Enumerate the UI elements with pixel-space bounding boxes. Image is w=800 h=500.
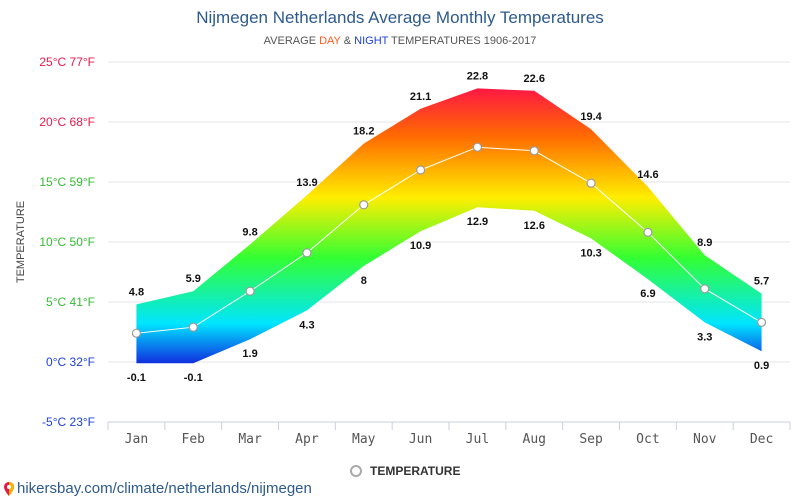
y-tick-label: 0°C 32°F <box>46 355 95 369</box>
map-pin-icon <box>4 481 14 496</box>
night-value-label: 12.9 <box>467 216 488 228</box>
temperature-point <box>586 178 596 188</box>
day-value-label: 5.7 <box>754 276 769 288</box>
x-tick-label: Jun <box>409 432 432 447</box>
footer-text: hikersbay.com/climate/netherlands/nijmeg… <box>17 480 312 497</box>
y-tick-label: 10°C 50°F <box>39 235 95 249</box>
temperature-point <box>529 146 539 156</box>
temperature-point <box>302 248 312 258</box>
day-value-label: 9.8 <box>242 226 257 238</box>
temperature-point <box>756 317 767 327</box>
subtitle-day: DAY <box>319 35 341 47</box>
day-value-label: 22.6 <box>524 73 545 85</box>
day-value-label: 13.9 <box>296 177 317 189</box>
y-tick-label: 15°C 59°F <box>39 175 95 189</box>
legend-label: TEMPERATURE <box>370 464 461 478</box>
night-value-label: 0.9 <box>754 360 769 372</box>
temperature-line <box>136 146 762 334</box>
night-value-label: 8 <box>361 275 367 287</box>
day-value-label: 14.6 <box>637 169 658 181</box>
day-value-label: 8.9 <box>697 237 712 249</box>
x-tick-label: Nov <box>693 432 717 447</box>
night-value-label: 1.9 <box>242 348 257 360</box>
subtitle-suffix: TEMPERATURES 1906-2017 <box>388 35 537 47</box>
legend-marker <box>350 465 362 477</box>
y-tick-label: 20°C 68°F <box>39 115 95 129</box>
x-tick-label: Dec <box>750 432 773 447</box>
chart-title: Nijmegen Netherlands Average Monthly Tem… <box>196 8 604 27</box>
night-value-label: 4.3 <box>299 319 314 331</box>
temperature-chart: 4.8 5.9 9.8 13.9 18.2 21.1 22.8 22.6 19.4 14.6 8.9… <box>15 55 791 447</box>
night-value-label: 10.9 <box>410 240 431 252</box>
x-tick-label: Aug <box>523 432 546 447</box>
x-tick-label: Sep <box>579 432 603 447</box>
day-value-label: 18.2 <box>353 126 374 138</box>
subtitle-middle: & <box>340 35 355 47</box>
temperature-point <box>245 286 255 296</box>
day-value-label: 4.8 <box>129 286 144 298</box>
subtitle-night: NIGHT <box>354 35 389 47</box>
temperature-point <box>643 227 653 237</box>
y-tick-label: 5°C 41°F <box>46 295 95 309</box>
footer-link[interactable]: hikersbay.com/climate/netherlands/nijmeg… <box>4 480 312 497</box>
night-value-label: 12.6 <box>524 220 545 232</box>
temperature-point <box>131 328 142 338</box>
chart-subtitle: AVERAGE DAY & NIGHT TEMPERATURES 1906-20… <box>0 35 800 47</box>
temperature-point <box>188 322 198 332</box>
day-value-label: 22.8 <box>467 70 488 82</box>
y-axis-title: TEMPERATURE <box>15 201 27 283</box>
x-tick-label: Oct <box>636 432 659 447</box>
chart-legend[interactable]: TEMPERATURE <box>350 464 460 478</box>
day-value-label: 21.1 <box>410 91 431 103</box>
temperature-point <box>472 142 483 152</box>
x-tick-label: Jan <box>125 432 148 447</box>
night-value-label: 6.9 <box>640 288 655 300</box>
temperature-range-band <box>136 88 762 364</box>
day-value-label: 19.4 <box>580 111 602 123</box>
night-value-label: 3.3 <box>697 331 712 343</box>
night-value-label: 10.3 <box>580 247 601 259</box>
day-value-label: 5.9 <box>186 273 201 285</box>
x-tick-label: Feb <box>182 432 206 447</box>
temperature-point <box>359 200 369 210</box>
x-tick-label: Apr <box>295 432 319 447</box>
x-tick-label: Jul <box>466 432 489 447</box>
x-tick-label: Mar <box>238 432 262 447</box>
subtitle-prefix: AVERAGE <box>263 35 320 47</box>
night-value-label: -0.1 <box>127 372 146 384</box>
y-tick-label: -5°C 23°F <box>42 415 95 429</box>
x-tick-label: May <box>352 432 376 447</box>
temperature-point <box>700 284 710 294</box>
temperature-point <box>415 165 426 175</box>
y-tick-label: 25°C 77°F <box>39 55 95 69</box>
night-value-label: -0.1 <box>184 372 203 384</box>
